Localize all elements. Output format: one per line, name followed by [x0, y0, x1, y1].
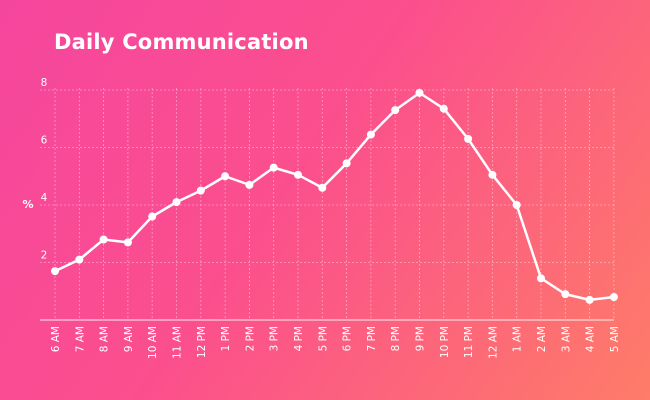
x-tick-label: 4 AM [585, 326, 597, 352]
data-point [294, 170, 302, 179]
data-point [488, 170, 497, 179]
data-point [123, 238, 132, 247]
x-tick-label: 7 PM [366, 326, 378, 351]
x-tick-label: 5 AM [609, 326, 621, 352]
chart-title: Daily Communication [54, 30, 309, 54]
x-tick-label: 6 PM [342, 326, 354, 351]
data-point [75, 255, 84, 264]
data-point [245, 180, 254, 189]
x-tick-label: 9 AM [123, 326, 135, 352]
data-point [342, 159, 351, 168]
data-point [512, 201, 521, 209]
data-point [51, 267, 59, 276]
x-tick-label: 12 PM [196, 326, 208, 358]
x-tick-label: 12 AM [487, 326, 499, 359]
data-point [609, 293, 618, 301]
data-point [221, 172, 230, 181]
data-point [537, 274, 545, 283]
data-point [561, 290, 570, 299]
x-tick-label: 2 AM [536, 326, 548, 352]
x-tick-label: 10 PM [439, 326, 451, 358]
y-tick-label: 6 [41, 135, 48, 147]
x-tick-label: 1 AM [512, 326, 524, 352]
y-tick-label: 4 [41, 192, 48, 204]
x-tick-label: 8 PM [390, 326, 402, 351]
series-line [53, 91, 616, 302]
x-tick-label: 11 AM [172, 326, 184, 359]
x-tick-label: 3 AM [560, 326, 572, 352]
x-tick-label: 10 AM [147, 326, 159, 359]
x-tick-label: 8 AM [99, 326, 111, 352]
data-point [585, 295, 594, 304]
data-point [148, 212, 157, 221]
data-point [464, 134, 473, 143]
chart-series [51, 88, 618, 304]
data-point [172, 198, 181, 207]
x-tick-label: 3 PM [269, 326, 281, 351]
data-point [99, 235, 108, 244]
x-tick-label: 2 PM [244, 326, 256, 351]
data-point [318, 183, 327, 192]
y-axis-label: % [22, 198, 33, 211]
x-tick-label: 7 AM [74, 326, 86, 352]
x-tick-label: 6 AM [50, 326, 62, 352]
x-tick-label: 9 PM [415, 326, 427, 351]
chart-grid [40, 88, 615, 320]
x-tick-label: 5 PM [317, 326, 329, 351]
x-tick-label: 4 PM [293, 326, 305, 351]
y-tick-label: 8 [41, 77, 48, 89]
data-point [269, 163, 278, 172]
data-point [366, 130, 375, 139]
x-tick-labels: 6 AM 7 AM 8 AM 9 AM 10 AM 11 AM 12 PM 1 PM 2 PM 3… [50, 326, 621, 359]
x-tick-label: 1 PM [220, 326, 232, 351]
y-tick-label: 2 [41, 250, 48, 262]
x-tick-label: 11 PM [463, 326, 475, 358]
data-point [196, 186, 205, 195]
data-point [391, 106, 400, 115]
y-tick-labels: 2 4 6 8 [41, 77, 48, 262]
data-point [439, 104, 448, 113]
data-point [415, 88, 424, 97]
